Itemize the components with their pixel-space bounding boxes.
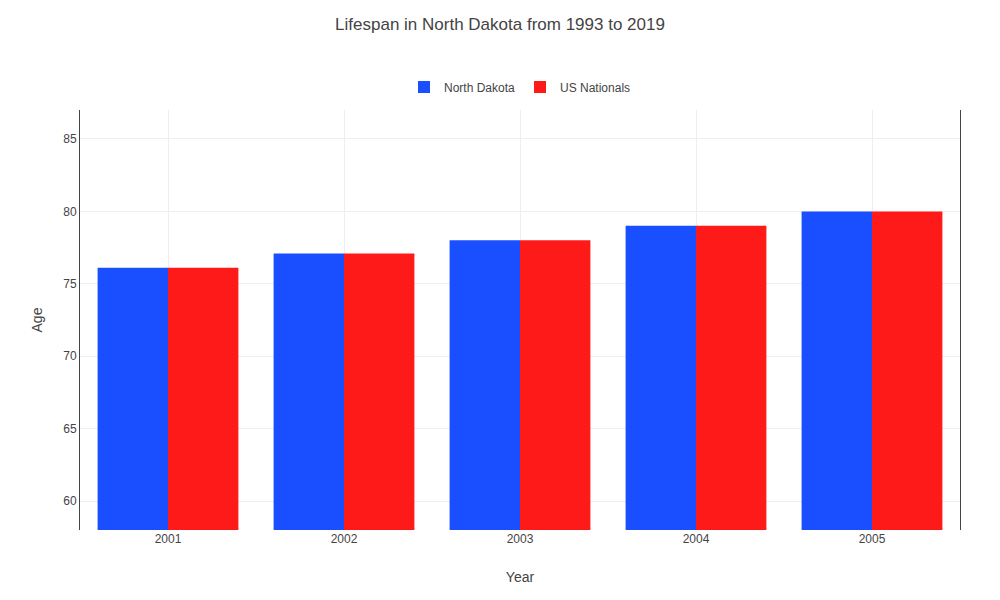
svg-text:70: 70 <box>63 349 77 363</box>
svg-text:Year: Year <box>506 569 535 585</box>
svg-text:65: 65 <box>63 422 77 436</box>
svg-text:Age: Age <box>29 307 45 332</box>
svg-text:80: 80 <box>63 205 77 219</box>
svg-text:85: 85 <box>63 132 77 146</box>
svg-text:2003: 2003 <box>507 532 534 546</box>
svg-text:2005: 2005 <box>859 532 886 546</box>
svg-text:2002: 2002 <box>331 532 358 546</box>
svg-text:Lifespan in North Dakota from: Lifespan in North Dakota from 1993 to 20… <box>335 15 665 34</box>
svg-text:60: 60 <box>63 494 77 508</box>
svg-text:North Dakota: North Dakota <box>444 81 515 95</box>
svg-text:2004: 2004 <box>683 532 710 546</box>
svg-text:2001: 2001 <box>155 532 182 546</box>
svg-text:US Nationals: US Nationals <box>560 81 630 95</box>
svg-text:75: 75 <box>63 277 77 291</box>
